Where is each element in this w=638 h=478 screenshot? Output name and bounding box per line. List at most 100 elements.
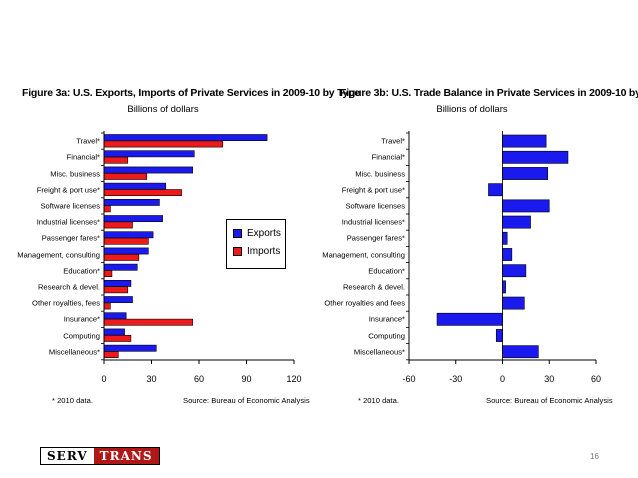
chart-a-tick-label-120: 120 (286, 374, 302, 384)
chart-a-label-software-licenses: Software licenses (40, 201, 100, 211)
chart-b-tick-label-30: 30 (544, 374, 555, 384)
chart-a-tick-label-90: 90 (241, 374, 252, 384)
bar-balance-miscellaneous (502, 345, 539, 359)
chart-b-title: Figure 3b: U.S. Trade Balance in Private… (340, 87, 638, 99)
bar-imports-passenger-fares (103, 237, 149, 245)
page-number: 16 (590, 452, 599, 461)
legend-label-exports: Exports (247, 228, 281, 239)
bar-imports-financial (103, 156, 129, 164)
bar-exports-freight-port-use (103, 182, 167, 190)
bar-imports-other-royalties-fees (103, 302, 111, 310)
bar-imports-research-devel (103, 286, 129, 294)
legend-item-exports: Exports (233, 228, 281, 239)
bar-exports-software-licenses (103, 199, 160, 206)
chart-a-title: Figure 3a: U.S. Exports, Imports of Priv… (22, 87, 361, 99)
logo-serv: SERV (41, 448, 94, 464)
chart-b-label-other-royalties-and-fees: Other royalties and fees (324, 298, 405, 308)
chart-a-tick-label-60: 60 (193, 374, 205, 384)
bar-balance-computing (495, 329, 503, 342)
chart-a-label-management-consulting: Management, consulting (17, 250, 100, 259)
chart-b-source: Source: Bureau of Economic Analysis (486, 396, 613, 405)
bar-imports-management-consulting (103, 254, 140, 261)
chart-a-label-insurance: Insurance* (63, 314, 100, 324)
chart-b-tick-label-60: -60 (402, 374, 416, 384)
chart-a-subtitle: Billions of dollars (127, 104, 199, 115)
chart-b-label-freight-port-use: Freight & port use* (341, 185, 405, 195)
chart-a-legend: Exports Imports (226, 219, 286, 269)
chart-a-note: * 2010 data. (52, 396, 93, 405)
chart-b-label-misc-business: Misc. business (355, 169, 405, 178)
chart-a-label-miscellaneous: Miscellaneous* (48, 347, 100, 357)
logo-trans: TRANS (93, 448, 159, 464)
chart-a-label-computing: Computing (63, 331, 100, 340)
bar-imports-insurance (103, 318, 193, 326)
chart-a-label-other-royalties-fees: Other royalties, fees (32, 298, 100, 308)
chart-a-label-financial: Financial* (66, 152, 100, 162)
servtrans-logo: SERV TRANS (40, 447, 160, 465)
chart-b-label-travel: Travel* (381, 136, 405, 146)
chart-b-tick-label-30: -30 (449, 374, 463, 384)
chart-b-label-passenger-fares: Passenger fares* (346, 233, 405, 243)
chart-b-label-computing: Computing (368, 331, 405, 340)
bar-exports-research-devel (103, 279, 132, 287)
chart-b-label-research-devel: Research & devel. (342, 282, 405, 292)
bar-imports-travel (103, 140, 224, 148)
chart-b-label-education: Education* (368, 266, 405, 276)
chart-a-tick-label-30: 30 (146, 374, 157, 384)
chart-b-tick-label-0: 0 (499, 374, 506, 384)
bar-exports-financial (103, 150, 195, 158)
chart-b-label-financial: Financial* (371, 152, 405, 162)
bar-balance-freight-port-use (488, 183, 503, 197)
chart-b-subtitle: Billions of dollars (436, 104, 508, 115)
chart-b-label-industrial-licenses: Industrial licenses* (341, 217, 405, 227)
bar-balance-financial (502, 150, 569, 164)
bar-imports-computing (103, 334, 132, 342)
bar-balance-education (502, 264, 527, 278)
bar-balance-software-licenses (502, 199, 550, 213)
chart-b-label-insurance: Insurance* (368, 314, 405, 324)
bar-exports-miscellaneous (103, 344, 157, 352)
bar-exports-education (103, 263, 138, 271)
chart-a-tick-label-0: 0 (101, 374, 107, 384)
legend-item-imports: Imports (233, 246, 280, 257)
chart-a-label-passenger-fares: Passenger fares* (41, 233, 100, 243)
bar-balance-research-devel (502, 280, 506, 294)
bar-exports-travel (103, 134, 268, 141)
bar-balance-insurance (436, 312, 503, 326)
chart-a-label-travel: Travel* (76, 136, 100, 146)
bar-imports-software-licenses (103, 205, 111, 213)
chart-b-label-management-consulting: Management, consulting (322, 250, 405, 259)
legend-swatch-exports (233, 228, 242, 238)
chart-a-label-freight-port-use: Freight & port use* (36, 185, 100, 195)
bar-exports-insurance (103, 312, 127, 320)
bar-exports-industrial-licenses (103, 215, 163, 222)
bar-balance-management-consulting (502, 248, 513, 261)
chart-a-label-industrial-licenses: Industrial licenses* (36, 217, 100, 227)
chart-a-label-misc-business: Misc. business (50, 169, 100, 178)
bar-imports-miscellaneous (103, 351, 119, 358)
legend-label-imports: Imports (247, 246, 281, 257)
bar-imports-education (103, 270, 113, 277)
bar-exports-misc-business (103, 166, 193, 174)
bar-exports-passenger-fares (103, 231, 154, 239)
bar-exports-other-royalties-fees (103, 296, 133, 303)
bar-imports-freight-port-use (103, 189, 182, 196)
bar-balance-industrial-licenses (502, 215, 531, 229)
chart-b-label-miscellaneous: Miscellaneous* (353, 347, 405, 357)
bar-balance-misc-business (502, 167, 548, 180)
bar-imports-misc-business (103, 173, 148, 180)
chart-b-tick-label-60: 60 (590, 374, 602, 384)
bar-imports-industrial-licenses (103, 221, 133, 229)
chart-a-label-education: Education* (63, 266, 100, 276)
bar-balance-passenger-fares (502, 231, 508, 245)
legend-swatch-imports (233, 246, 242, 256)
bar-exports-computing (103, 328, 125, 336)
chart-a-label-research-devel: Research & devel. (37, 282, 100, 292)
bar-balance-travel (502, 134, 547, 148)
bar-exports-management-consulting (103, 247, 149, 255)
bar-balance-other-royalties-and-fees (502, 296, 525, 310)
chart-b-note: * 2010 data. (358, 396, 399, 405)
chart-a-source: Source: Bureau of Economic Analysis (183, 396, 310, 405)
chart-b-label-software-licenses: Software licenses (345, 201, 405, 211)
